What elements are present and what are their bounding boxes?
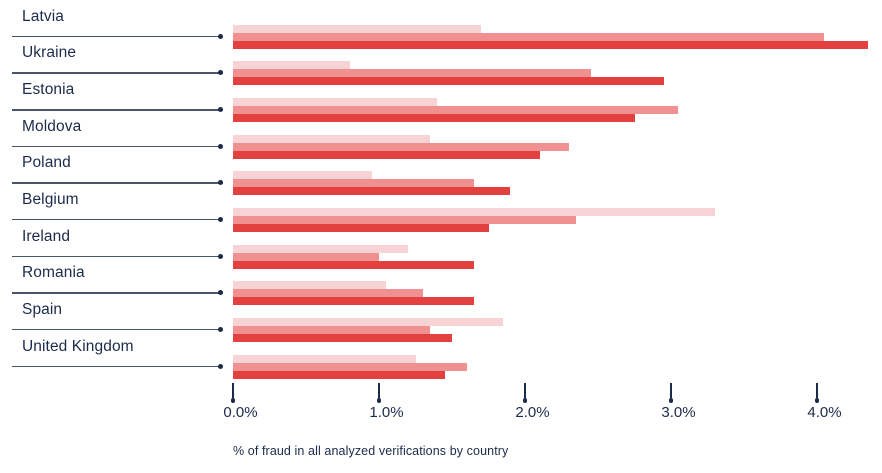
axis-tick-label: 0.0% — [223, 404, 258, 421]
leader-dot — [218, 363, 223, 369]
bar-segment-series-light — [233, 317, 504, 326]
leader-dot — [218, 216, 223, 222]
leader-line — [12, 253, 223, 259]
leader-dot — [218, 33, 223, 39]
leader-dot — [218, 107, 223, 112]
bar-segment-series-medium — [233, 142, 569, 151]
bar-segment-series-medium — [233, 215, 577, 224]
tick-pin-dot-icon — [376, 398, 381, 403]
bar-segment-series-medium — [233, 252, 379, 261]
bar-segment-series-light — [233, 98, 438, 106]
category-label: Ukraine — [22, 44, 77, 62]
bar-segment-series-dark — [233, 297, 474, 306]
category-label: Moldova — [22, 117, 82, 135]
axis-tick-label: 2.0% — [515, 404, 550, 421]
category-label: Latvia — [22, 7, 64, 25]
bar-segment-series-dark — [233, 333, 452, 342]
leader-dot — [218, 143, 223, 149]
bar-segment-series-dark — [233, 40, 869, 49]
category-label: Estonia — [22, 81, 75, 98]
bar-segment-series-medium — [233, 106, 679, 114]
category-label: Belgium — [22, 190, 79, 208]
bar-segment-series-light — [233, 134, 431, 143]
bar-segment-series-dark — [233, 114, 635, 122]
leader-dot — [218, 326, 223, 332]
category-label: Romania — [22, 264, 85, 282]
tick-pin-icon — [524, 383, 526, 398]
leader-line — [12, 326, 223, 332]
bar-segment-series-dark — [233, 150, 540, 159]
category-label: United Kingdom — [22, 337, 134, 355]
leader-line — [12, 33, 223, 39]
tick-pin-dot-icon — [522, 398, 527, 403]
leader-line — [12, 107, 223, 112]
bar-segment-series-medium — [233, 179, 474, 188]
leader-line — [12, 216, 223, 222]
bar-segment-series-dark — [233, 187, 511, 196]
leader-line — [12, 180, 223, 186]
leader-dot — [218, 290, 223, 296]
leader-line — [12, 143, 223, 149]
chart-caption: % of fraud in all analyzed verifications… — [233, 444, 509, 458]
bar-segment-series-medium — [233, 289, 423, 298]
tick-pin-icon — [816, 383, 818, 398]
bar-segment-series-light — [233, 24, 482, 33]
bar-segment-series-dark — [233, 370, 445, 379]
bar-segment-series-medium — [233, 69, 591, 78]
tick-pin-icon — [670, 383, 672, 398]
category-label: Spain — [22, 300, 63, 318]
tick-pin-dot-icon — [668, 398, 673, 403]
bar-segment-series-light — [233, 207, 715, 216]
category-label: Ireland — [22, 227, 71, 245]
tick-pin-icon — [232, 383, 234, 398]
tick-pin-dot-icon — [230, 398, 235, 403]
leader-line — [12, 363, 223, 369]
leader-dot — [218, 70, 223, 76]
bar-segment-series-dark — [233, 77, 664, 86]
leader-line — [12, 70, 223, 76]
leader-dot — [218, 253, 223, 259]
bar-segment-series-medium — [233, 32, 825, 41]
bar-segment-series-medium — [233, 362, 467, 371]
axis-tick-label: 1.0% — [369, 404, 404, 421]
category-label: Poland — [22, 154, 71, 172]
tick-pin-icon — [378, 383, 380, 398]
bar-segment-series-medium — [233, 325, 431, 334]
bar-segment-series-dark — [233, 260, 474, 269]
axis-tick-label: 4.0% — [807, 404, 842, 421]
bar-segment-series-light — [233, 281, 387, 290]
leader-dot — [218, 180, 223, 186]
bar-segment-series-light — [233, 171, 372, 180]
bar-segment-series-dark — [233, 223, 489, 232]
bar-segment-series-light — [233, 61, 350, 70]
bar-segment-series-light — [233, 354, 416, 363]
leader-line — [12, 290, 223, 296]
bar-segment-series-light — [233, 244, 409, 253]
axis-tick-label: 3.0% — [661, 404, 696, 421]
tick-pin-dot-icon — [814, 398, 819, 403]
